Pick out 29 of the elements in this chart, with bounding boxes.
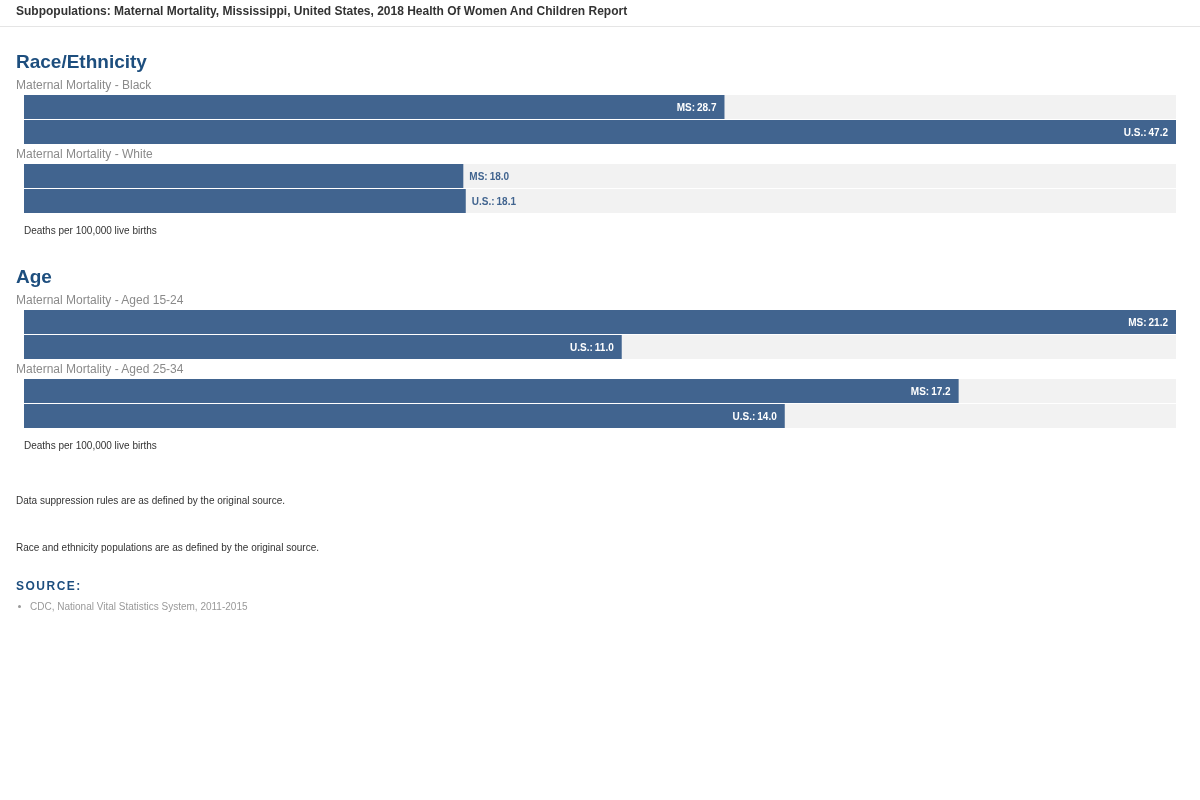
data-label: 28.7 bbox=[697, 101, 717, 113]
text: U.S.: bbox=[1123, 126, 1147, 138]
series-label: U.S.: bbox=[471, 195, 495, 207]
data-label: 11.0 bbox=[594, 341, 615, 353]
y-tick-label: Maternal Mortality - Aged 15-24 bbox=[16, 292, 184, 307]
data-label: 17.2 bbox=[931, 385, 952, 397]
y-tick-label: Maternal Mortality - Aged 25-34 bbox=[16, 361, 184, 376]
series-label: MS: bbox=[469, 170, 488, 182]
data-label: 14.0 bbox=[757, 410, 778, 422]
text: MS: bbox=[676, 101, 696, 113]
text: Subpopulations: Maternal Mortality, Mississippi, United States, 2018 Health Of Women And Children Report bbox=[0, 4, 1200, 27]
x-axis-title: Deaths per 100,000 live births bbox=[24, 440, 158, 451]
text: Data suppression rules are as defined by the original source. bbox=[16, 495, 287, 506]
data-label: 47.2 bbox=[1148, 126, 1169, 138]
source-note: SOURCE: bbox=[16, 579, 83, 593]
y-tick-label: Maternal Mortality - Black bbox=[16, 77, 153, 92]
data-label: 18.0 bbox=[489, 170, 510, 182]
chart-title: Race/Ethnicity bbox=[15, 51, 148, 73]
x-axis-title: Deaths per 100,000 live births bbox=[24, 225, 158, 236]
data-label: 21.2 bbox=[1148, 316, 1169, 328]
text: Race and ethnicity populations are as defined by the original source. bbox=[16, 542, 320, 553]
data-label: 18.1 bbox=[496, 195, 517, 207]
chart-title: Age bbox=[15, 266, 53, 288]
series-label: MS: bbox=[1128, 316, 1147, 328]
text: MS: bbox=[910, 385, 930, 397]
text: U.S.: bbox=[732, 410, 756, 422]
text: CDC, National Vital Statistics System, 2011-2015 bbox=[30, 601, 248, 612]
series-label: U.S.: bbox=[570, 341, 593, 353]
y-tick-label: Maternal Mortality - White bbox=[16, 146, 154, 161]
